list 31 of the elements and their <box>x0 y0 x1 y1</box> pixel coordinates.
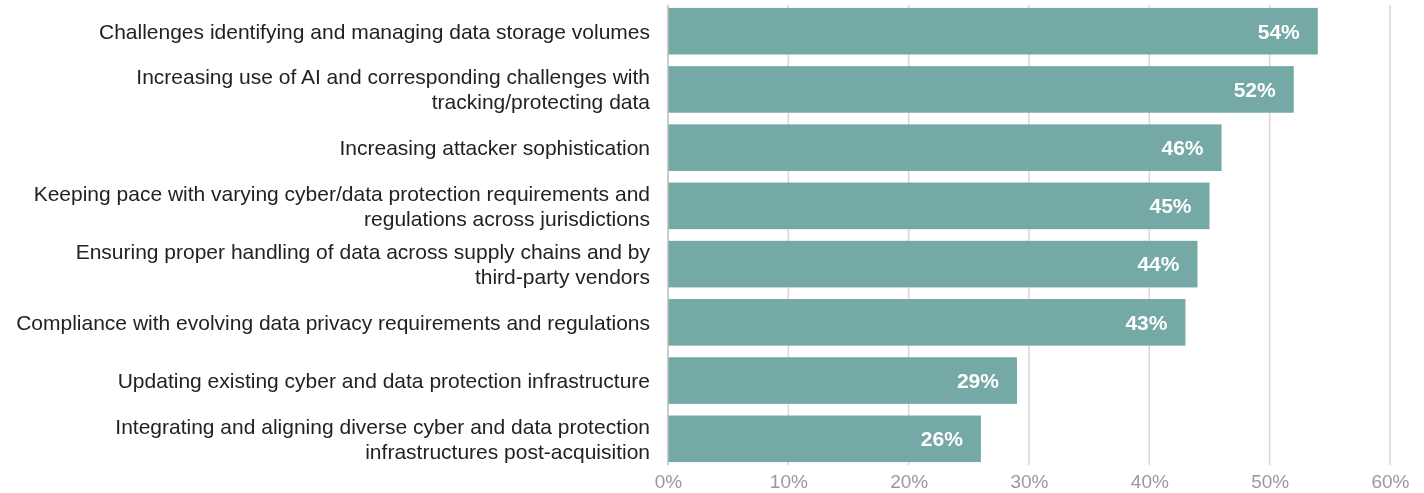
y-tick-label: Challenges identifying and managing data storage volumes <box>98 19 650 43</box>
y-tick-label: Integrating and aligning diverse cyber and data protection infrastructures post-acquisition <box>115 414 650 463</box>
data-label: 43% <box>1125 310 1168 334</box>
data-label: 26% <box>920 427 964 451</box>
data-label: 52% <box>1233 77 1277 101</box>
y-tick-label: Ensuring proper handling of data across supply chains and by third-party vendors <box>75 239 651 288</box>
y-tick-label: Updating existing cyber and data protection infrastructure <box>117 368 650 392</box>
bar <box>668 299 1186 346</box>
bar <box>668 240 1198 288</box>
x-tick-label: 40% <box>1130 471 1169 493</box>
x-tick-label: 10% <box>769 471 808 493</box>
x-tick-label: 20% <box>890 471 929 493</box>
data-label: 54% <box>1257 19 1301 43</box>
bar <box>668 66 1294 113</box>
bar <box>668 124 1222 171</box>
x-tick-label: 30% <box>1010 471 1049 493</box>
bar <box>668 357 1017 404</box>
data-label: 46% <box>1161 136 1204 160</box>
bar <box>668 182 1210 230</box>
data-label: 29% <box>956 368 1000 392</box>
bar <box>668 415 981 463</box>
data-label: 45% <box>1149 194 1192 218</box>
x-tick-label: 50% <box>1251 471 1290 493</box>
y-tick-label: Compliance with evolving data privacy requirements and regulations <box>16 310 650 334</box>
x-tick-label: 60% <box>1371 471 1410 493</box>
x-tick-label: 0% <box>654 471 683 493</box>
data-label: 44% <box>1137 252 1180 276</box>
y-tick-label: Keeping pace with varying cyber/data protection requirements and regulations across jurisdictions <box>33 181 650 230</box>
y-tick-label: Increasing attacker sophistication <box>339 136 650 160</box>
bar <box>668 7 1318 55</box>
y-tick-label: Increasing use of AI and corresponding challenges with tracking/protecting data <box>136 65 651 114</box>
